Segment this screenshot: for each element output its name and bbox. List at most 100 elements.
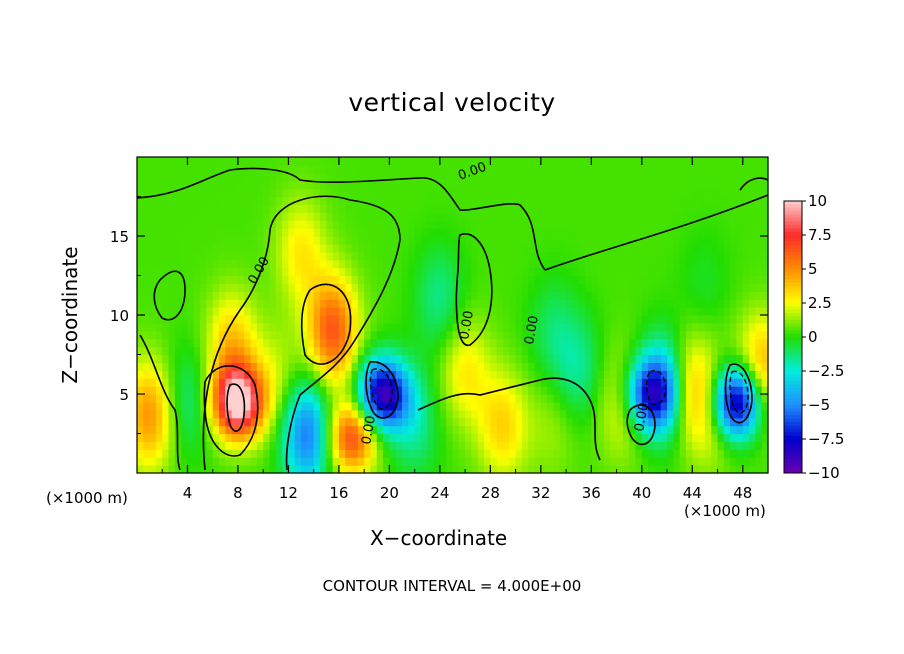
field-cell <box>149 425 157 435</box>
field-cell <box>256 243 264 253</box>
field-cell <box>761 212 769 221</box>
field-cell <box>282 299 290 308</box>
field-cell <box>420 220 428 229</box>
field-cell <box>692 441 700 450</box>
field-cell <box>395 315 403 324</box>
field-cell <box>572 172 580 182</box>
field-cell <box>408 196 416 205</box>
field-cell <box>465 259 473 269</box>
field-cell <box>484 449 491 458</box>
field-cell <box>597 338 605 348</box>
field-cell <box>597 157 605 166</box>
field-cell <box>490 259 498 269</box>
field-cell <box>345 417 353 427</box>
field-cell <box>275 378 283 387</box>
field-cell <box>540 346 548 356</box>
field-cell <box>250 417 258 427</box>
field-cell <box>591 449 599 458</box>
field-cell <box>301 164 308 174</box>
field-cell <box>275 299 283 308</box>
field-cell <box>307 243 315 253</box>
field-cell <box>427 449 435 458</box>
field-cell <box>673 212 681 221</box>
field-cell <box>698 307 706 316</box>
field-cell <box>250 362 258 371</box>
field-cell <box>736 251 744 261</box>
field-cell <box>534 441 542 450</box>
field-cell <box>673 401 681 411</box>
field-cell <box>502 251 510 261</box>
field-cell <box>559 322 567 332</box>
field-cell <box>742 433 750 442</box>
field-cell <box>490 299 498 308</box>
field-cell <box>578 409 586 419</box>
field-cell <box>648 465 656 474</box>
field-cell <box>591 188 599 198</box>
field-cell <box>250 465 258 474</box>
field-cell <box>420 157 428 166</box>
field-cell <box>301 243 308 253</box>
field-cell <box>484 346 491 356</box>
field-cell <box>345 315 353 324</box>
colorbar-segment <box>784 282 802 287</box>
field-cell <box>635 401 643 411</box>
field-cell <box>698 457 706 466</box>
field-cell <box>648 164 656 174</box>
field-cell <box>597 386 605 395</box>
field-cell <box>206 283 214 292</box>
field-cell <box>597 236 605 245</box>
field-cell <box>376 401 384 411</box>
x-tick-label: 32 <box>531 484 550 502</box>
field-cell <box>237 204 245 213</box>
field-cell <box>269 354 277 363</box>
field-cell <box>414 157 422 166</box>
field-cell <box>540 441 548 450</box>
field-cell <box>225 378 233 387</box>
field-cell <box>357 465 365 474</box>
field-cell <box>465 204 473 213</box>
field-cell <box>515 370 523 379</box>
field-cell <box>521 322 529 332</box>
field-cell <box>206 441 214 450</box>
field-cell <box>477 180 485 190</box>
field-cell <box>547 362 555 371</box>
field-cell <box>559 346 567 356</box>
field-cell <box>256 220 264 229</box>
field-cell <box>143 394 151 403</box>
field-cell <box>540 457 548 466</box>
field-cell <box>351 346 359 356</box>
colorbar-segment <box>784 347 802 352</box>
field-cell <box>219 172 226 182</box>
field-cell <box>578 283 586 292</box>
field-cell <box>187 449 195 458</box>
field-cell <box>477 346 485 356</box>
field-cell <box>256 307 264 316</box>
field-cell <box>755 386 763 395</box>
field-cell <box>458 362 466 371</box>
field-cell <box>420 228 428 237</box>
field-cell <box>761 283 769 292</box>
field-cell <box>547 180 555 190</box>
field-cell <box>414 251 422 261</box>
field-cell <box>534 425 542 435</box>
field-cell <box>427 259 435 269</box>
field-cell <box>591 251 599 261</box>
field-cell <box>704 283 712 292</box>
field-cell <box>275 259 283 269</box>
field-cell <box>711 275 719 284</box>
field-cell <box>660 204 668 213</box>
field-cell <box>395 180 403 190</box>
field-cell <box>420 386 428 395</box>
field-cell <box>515 354 523 363</box>
field-cell <box>484 307 491 316</box>
field-cell <box>641 433 649 442</box>
field-cell <box>679 307 687 316</box>
field-cell <box>313 354 321 363</box>
field-cell <box>673 180 681 190</box>
field-cell <box>345 394 353 403</box>
field-cell <box>635 433 643 442</box>
field-cell <box>332 220 340 229</box>
field-cell <box>484 299 491 308</box>
field-cell <box>137 283 144 292</box>
field-cell <box>559 196 567 205</box>
